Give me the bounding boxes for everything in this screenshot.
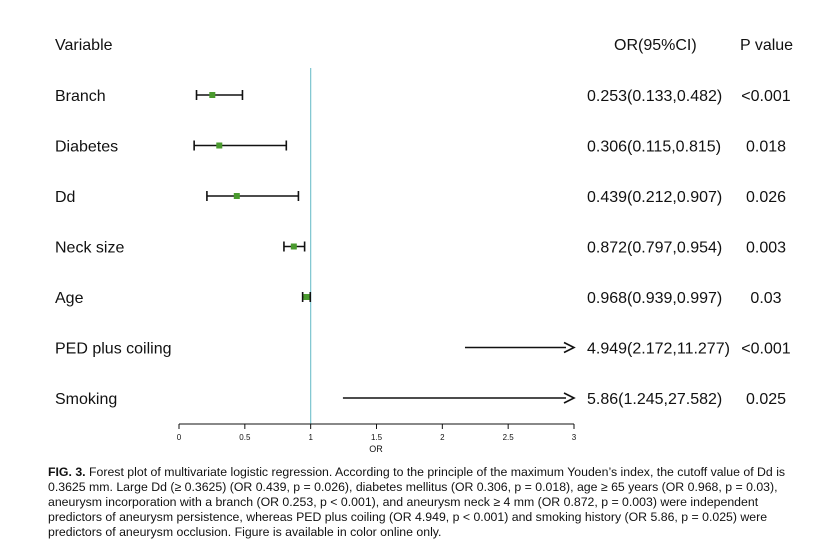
- or-point: [233, 193, 240, 199]
- row-variable-label: Age: [55, 290, 84, 307]
- forest-row: Age 0.968(0.939,0.997) 0.03: [55, 290, 782, 307]
- caption-text: Forest plot of multivariate logistic reg…: [48, 465, 786, 539]
- row-or-ci-text: 0.968(0.939,0.997): [587, 290, 722, 307]
- forest-plot: Variable OR(95%CI) P value Branch 0.253(0…: [55, 37, 793, 454]
- ci-arrow-head: [563, 392, 576, 404]
- row-variable-label: Neck size: [55, 240, 124, 257]
- row-p-value: <0.001: [741, 88, 790, 105]
- or-point: [303, 294, 310, 300]
- header-p-value: P value: [740, 37, 793, 54]
- row-p-value: 0.018: [746, 139, 786, 156]
- row-variable-label: Diabetes: [55, 139, 118, 156]
- ci-arrow-head: [563, 341, 576, 354]
- forest-row: Smoking 5.86(1.245,27.582) 0.025: [55, 391, 786, 408]
- x-tick-label: 1.5: [371, 433, 383, 442]
- row-variable-label: Dd: [55, 189, 75, 206]
- row-p-value: 0.03: [750, 290, 781, 307]
- forest-row: Diabetes 0.306(0.115,0.815) 0.018: [55, 139, 786, 156]
- x-tick-label: 3: [572, 433, 577, 442]
- row-p-value: 0.003: [746, 240, 786, 257]
- row-or-ci-text: 0.253(0.133,0.482): [587, 88, 722, 105]
- or-point: [216, 142, 223, 149]
- row-or-ci-text: 0.872(0.797,0.954): [587, 240, 722, 257]
- row-or-ci-text: 5.86(1.245,27.582): [587, 391, 722, 408]
- or-point: [209, 92, 216, 98]
- row-p-value: <0.001: [741, 341, 790, 358]
- row-or-ci-text: 0.306(0.115,0.815): [587, 139, 721, 156]
- row-or-ci-text: 0.439(0.212,0.907): [587, 189, 722, 206]
- forest-row: Neck size 0.872(0.797,0.954) 0.003: [55, 240, 786, 257]
- forest-row: PED plus coiling 4.949(2.172,11.277) <0.00…: [55, 341, 791, 358]
- row-variable-label: Branch: [55, 88, 106, 105]
- or-point: [290, 243, 297, 250]
- row-variable-label: Smoking: [55, 391, 117, 408]
- x-axis-label: OR: [369, 444, 383, 454]
- header-variable: Variable: [55, 37, 113, 54]
- x-tick-label: 2.5: [503, 433, 515, 442]
- header-or-ci: OR(95%CI): [614, 37, 697, 54]
- figure-caption: FIG. 3. Forest plot of multivariate logi…: [48, 465, 800, 540]
- x-tick-label: 0: [177, 433, 182, 442]
- row-p-value: 0.025: [746, 391, 786, 408]
- caption-label: FIG. 3.: [48, 465, 86, 479]
- row-variable-label: PED plus coiling: [55, 341, 172, 358]
- forest-row: Branch 0.253(0.133,0.482) <0.001: [55, 88, 791, 105]
- x-tick-label: 1: [308, 433, 313, 442]
- forest-row: Dd 0.439(0.212,0.907) 0.026: [55, 189, 786, 206]
- x-tick-label: 2: [440, 433, 445, 442]
- x-tick-label: 0.5: [239, 433, 251, 442]
- row-or-ci-text: 4.949(2.172,11.277): [587, 341, 730, 358]
- row-p-value: 0.026: [746, 189, 786, 206]
